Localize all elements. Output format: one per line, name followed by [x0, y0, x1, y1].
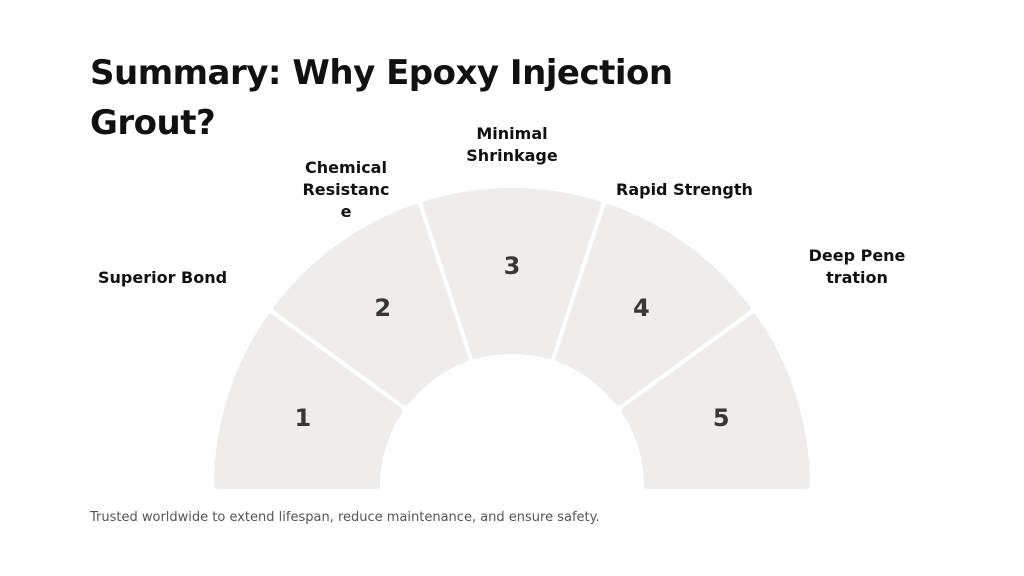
segment-1-superior-bond	[214, 313, 403, 489]
segment-label-chemical-resistance: Chemical Resistance	[302, 158, 390, 221]
segment-number-2: 2	[374, 294, 391, 322]
segment-label-superior-bond: Superior Bond	[98, 268, 228, 287]
segment-number-4: 4	[633, 294, 650, 322]
segment-2-chemical-resistance	[273, 204, 469, 406]
segment-3-minimal-shrinkage	[422, 188, 602, 360]
segment-label-rapid-strength: Rapid Strength	[616, 180, 753, 199]
segment-4-rapid-strength	[555, 204, 751, 406]
segment-number-1: 1	[294, 404, 311, 432]
segment-number-5: 5	[713, 404, 730, 432]
segment-label-minimal-shrinkage: Minimal Shrinkage	[466, 124, 558, 165]
segment-5-deep-penetration	[621, 313, 810, 489]
segment-label-deep-penetration: Deep Penetration	[808, 246, 906, 287]
footer-text: Trusted worldwide to extend lifespan, re…	[90, 510, 600, 525]
segment-number-3: 3	[504, 252, 521, 280]
page-title: Summary: Why Epoxy Injection Grout?	[90, 53, 673, 143]
